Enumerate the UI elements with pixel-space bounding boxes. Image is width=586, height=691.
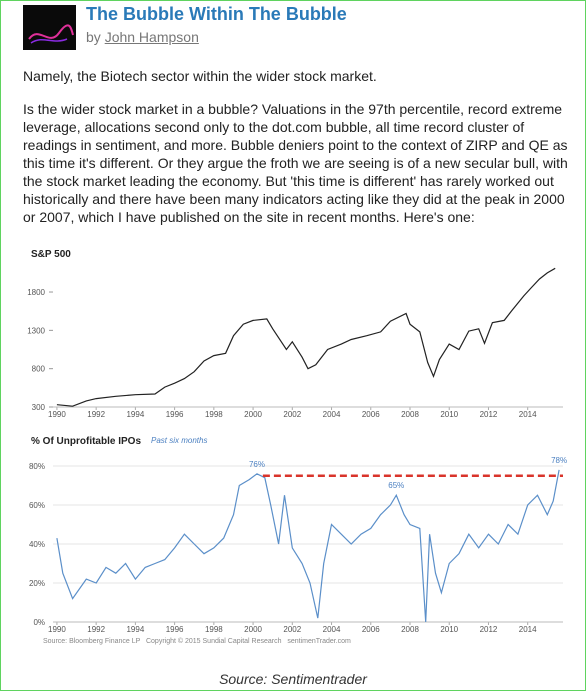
paragraph: Is the wider stock market in a bubble? V… xyxy=(23,101,568,225)
avatar xyxy=(23,5,76,50)
x-tick-label: 2014 xyxy=(519,625,537,634)
y-tick-label: 0% xyxy=(33,618,45,627)
chart-title: S&P 500 xyxy=(31,249,71,260)
x-tick-label: 2010 xyxy=(440,410,458,419)
x-tick-label: 2014 xyxy=(519,410,537,419)
data-line xyxy=(56,267,556,407)
byline: by John Hampson xyxy=(86,29,199,45)
x-tick-label: 2012 xyxy=(480,625,498,634)
chart-title: % Of Unprofitable IPOs xyxy=(31,436,141,447)
x-tick-label: 2004 xyxy=(323,625,341,634)
annotation: 65% xyxy=(388,481,404,490)
x-tick-label: 2010 xyxy=(440,625,458,634)
annotation: 76% xyxy=(249,460,265,469)
y-tick-label: 800 xyxy=(32,365,46,374)
x-tick-label: 2000 xyxy=(244,410,262,419)
y-tick-label: 20% xyxy=(29,579,45,588)
x-tick-label: 2006 xyxy=(362,410,380,419)
x-tick-label: 2006 xyxy=(362,625,380,634)
y-tick-label: 300 xyxy=(32,403,46,412)
y-tick-label: 80% xyxy=(29,462,45,471)
chart-subtitle: Past six months xyxy=(151,436,207,445)
source-note: Source: Bloomberg Finance LP Copyright ©… xyxy=(43,637,351,645)
x-tick-label: 1994 xyxy=(126,410,144,419)
x-tick-label: 1998 xyxy=(205,410,223,419)
x-tick-label: 1990 xyxy=(48,410,66,419)
author-link[interactable]: John Hampson xyxy=(104,29,199,45)
x-tick-label: 2004 xyxy=(323,410,341,419)
x-tick-label: 1996 xyxy=(166,410,184,419)
x-tick-label: 2008 xyxy=(401,410,419,419)
caption: Source: Sentimentrader xyxy=(219,671,367,687)
x-tick-label: 2012 xyxy=(480,410,498,419)
x-tick-label: 1992 xyxy=(87,625,105,634)
chart-image: S&P 500 300 800 1300 1800 1990 1992 1994 1996 199… xyxy=(27,249,567,645)
x-tick-label: 1998 xyxy=(205,625,223,634)
x-tick-label: 1992 xyxy=(87,410,105,419)
x-tick-label: 2000 xyxy=(244,625,262,634)
paragraph: Namely, the Biotech sector within the wi… xyxy=(23,68,377,84)
y-tick-label: 60% xyxy=(29,501,45,510)
y-tick-label: 1300 xyxy=(27,326,45,335)
x-tick-label: 2002 xyxy=(283,625,301,634)
x-tick-label: 2008 xyxy=(401,625,419,634)
x-tick-label: 1990 xyxy=(48,625,66,634)
y-tick-label: 1800 xyxy=(27,288,45,297)
byline-prefix: by xyxy=(86,29,101,45)
data-line xyxy=(56,469,560,623)
y-tick-label: 40% xyxy=(29,540,45,549)
x-tick-label: 1994 xyxy=(126,625,144,634)
x-tick-label: 1996 xyxy=(166,625,184,634)
x-tick-label: 2002 xyxy=(283,410,301,419)
post-title[interactable]: The Bubble Within The Bubble xyxy=(86,4,347,24)
annotation: 78% xyxy=(551,456,567,465)
